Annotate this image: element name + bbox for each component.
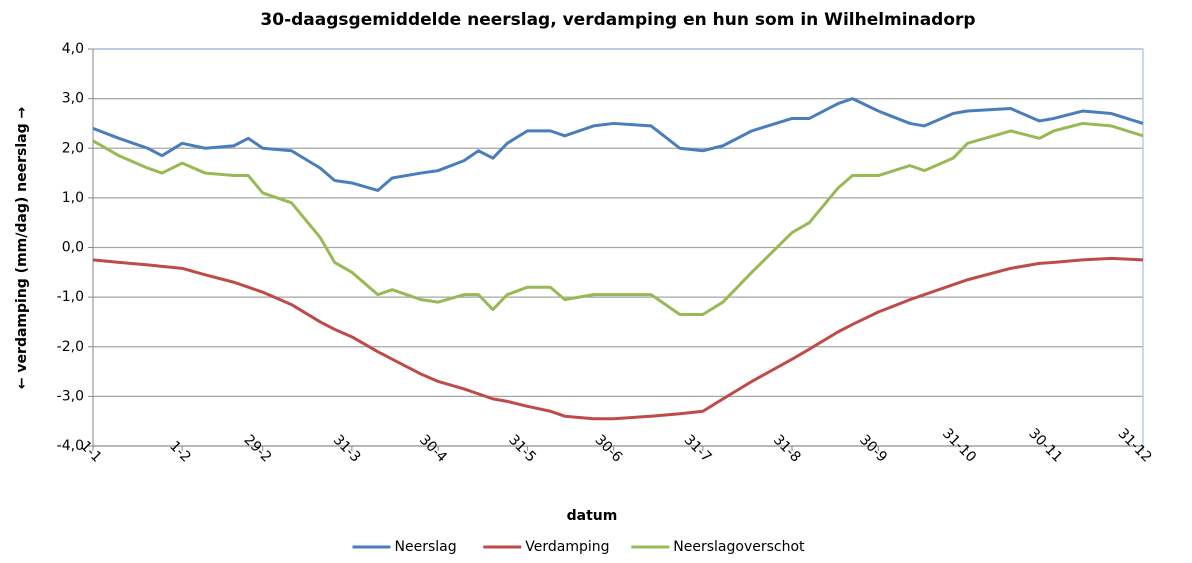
data-line xyxy=(92,121,1144,316)
legend-label: Neerslag xyxy=(395,539,457,555)
x-tick-label: 29-2 xyxy=(241,432,275,466)
y-tick-label: -4,0 xyxy=(57,438,84,454)
data-line xyxy=(92,97,1144,192)
data-line xyxy=(92,256,1144,421)
y-tick-label: -1,0 xyxy=(57,289,84,305)
x-tick-label: 31-7 xyxy=(681,432,715,466)
x-tick-label: 30-9 xyxy=(856,432,890,466)
x-tick-label: 30-6 xyxy=(592,432,626,466)
y-tick-label: 0,0 xyxy=(62,240,84,256)
y-tick-label: 4,0 xyxy=(62,41,84,57)
x-tick-label: 31-3 xyxy=(330,432,364,466)
y-tick-label: -3,0 xyxy=(57,388,84,404)
x-tick-label: 1-2 xyxy=(166,438,193,465)
y-tick-label: -2,0 xyxy=(57,339,84,355)
x-tick-label: 31-8 xyxy=(770,432,804,466)
x-tick-label: 30-4 xyxy=(416,432,450,466)
y-tick-label: 3,0 xyxy=(62,91,84,107)
x-axis-title: datum xyxy=(567,508,618,524)
legend-label: Neerslagoverschot xyxy=(673,539,805,555)
chart-title: 30-daagsgemiddelde neerslag, verdamping … xyxy=(260,10,975,30)
y-tick-label: 2,0 xyxy=(62,140,84,156)
y-tick-label: 1,0 xyxy=(62,190,84,206)
x-tick-label: 31-5 xyxy=(505,432,539,466)
legend-label: Verdamping xyxy=(525,539,609,555)
y-axis-title: ← verdamping (mm/dag) neerslag → xyxy=(14,107,30,390)
